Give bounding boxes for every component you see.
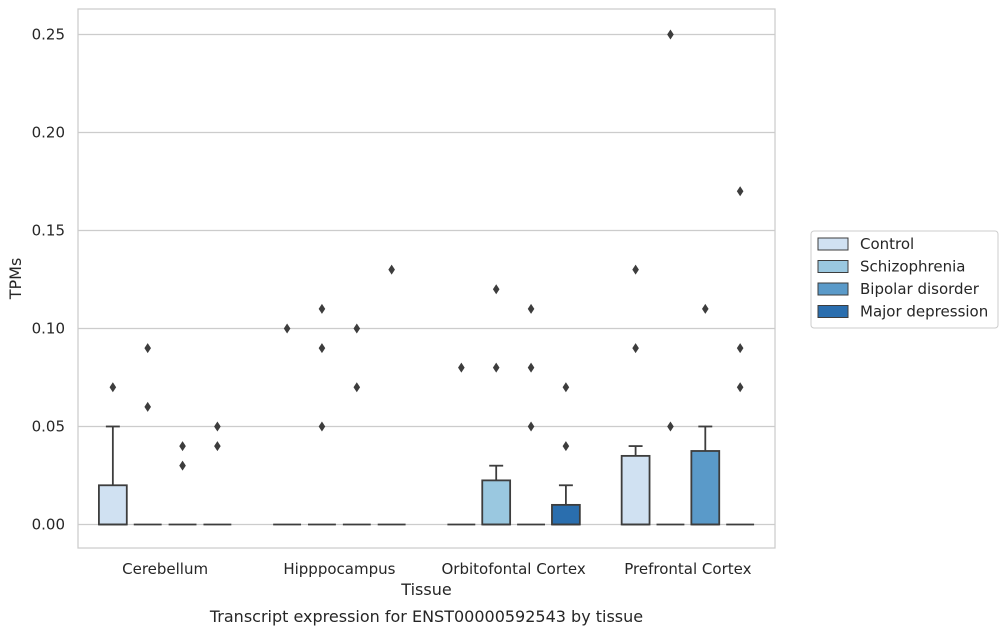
- outlier-point: [667, 421, 674, 432]
- x-tick-label: Orbitofontal Cortex: [442, 560, 586, 578]
- outlier-point: [527, 303, 535, 314]
- outlier-point: [109, 382, 117, 393]
- outlier-point: [632, 264, 639, 275]
- y-tick-label: 0.15: [32, 221, 65, 239]
- outlier-point: [736, 186, 744, 197]
- outlier-point: [388, 264, 395, 275]
- legend-label: Control: [860, 235, 914, 253]
- legend-swatch: [817, 237, 849, 251]
- box-body: [690, 450, 721, 526]
- x-tick-label: Hipppocampus: [283, 560, 395, 578]
- outlier-point: [144, 343, 151, 354]
- outlier-point: [736, 382, 744, 393]
- outlier-point: [318, 303, 326, 314]
- plot-area: [77, 8, 776, 549]
- outlier-point: [179, 460, 186, 471]
- outlier-point: [318, 421, 326, 432]
- box-body: [620, 454, 651, 526]
- box-major-depression: [726, 186, 755, 526]
- outlier-point: [179, 441, 186, 452]
- y-tick-label: 0.05: [32, 417, 65, 435]
- legend: Control Schizophrenia Bipolar disorder Majo…: [810, 230, 999, 329]
- box-control: [447, 362, 476, 526]
- outlier-point: [318, 343, 326, 354]
- outlier-point: [144, 401, 151, 412]
- outlier-point: [283, 323, 291, 334]
- outlier-point: [214, 441, 221, 452]
- outlier-point: [492, 362, 500, 373]
- chart-caption: Transcript expression for ENST0000059254…: [209, 607, 643, 626]
- box-bipolar-disorder: [168, 441, 197, 526]
- outlier-point: [353, 382, 361, 393]
- legend-item: Bipolar disorder: [817, 280, 980, 298]
- box-schizophrenia: [481, 284, 512, 526]
- y-tick-label: 0.25: [32, 25, 65, 43]
- legend-frame: [810, 230, 999, 329]
- x-axis-ticks: Cerebellum Hipppocampus Orbitofontal Corte…: [122, 560, 751, 578]
- y-axis-label: TPMs: [6, 258, 25, 301]
- box-control: [98, 382, 128, 526]
- outlier-point: [562, 441, 570, 452]
- outlier-point: [632, 343, 639, 354]
- legend-swatch: [817, 282, 849, 296]
- x-axis-label: Tissue: [400, 580, 451, 599]
- legend-label: Schizophrenia: [860, 258, 965, 276]
- outlier-point: [492, 284, 500, 295]
- box-body: [551, 503, 581, 526]
- legend-item: Major depression: [817, 303, 988, 321]
- box-schizophrenia: [308, 303, 336, 526]
- box-body: [98, 484, 128, 526]
- legend-swatch: [817, 260, 849, 273]
- outlier-point: [702, 303, 709, 314]
- box-schizophrenia: [656, 29, 685, 526]
- legend-label: Major depression: [860, 303, 988, 321]
- box-major-depression: [377, 264, 406, 526]
- box-control: [620, 264, 651, 526]
- legend-item: Control: [817, 235, 914, 253]
- y-tick-label: 0.20: [32, 123, 65, 141]
- box-major-depression: [551, 382, 581, 526]
- box-major-depression: [203, 421, 232, 526]
- x-tick-label: Cerebellum: [122, 560, 208, 578]
- outlier-point: [458, 362, 465, 373]
- outlier-point: [214, 421, 221, 432]
- outlier-point: [667, 29, 674, 40]
- y-tick-label: 0.10: [32, 319, 65, 337]
- box-bipolar-disorder: [342, 323, 371, 526]
- outlier-point: [527, 362, 535, 373]
- box-bipolar-disorder: [517, 303, 545, 526]
- x-tick-label: Prefrontal Cortex: [624, 560, 751, 578]
- outlier-point: [527, 421, 535, 432]
- outlier-point: [353, 323, 361, 334]
- box-control: [273, 323, 302, 526]
- box-bipolar-disorder: [690, 303, 721, 526]
- outlier-point: [562, 382, 570, 393]
- legend-swatch: [817, 305, 849, 318]
- box-schizophrenia: [133, 343, 162, 526]
- boxes: [98, 29, 755, 526]
- legend-item: Schizophrenia: [817, 258, 965, 276]
- box-body: [481, 479, 512, 526]
- outlier-point: [736, 343, 744, 354]
- y-tick-label: 0.00: [32, 515, 65, 533]
- y-axis-ticks: 0.00 0.05 0.10 0.15 0.20 0.25: [32, 25, 65, 533]
- legend-label: Bipolar disorder: [860, 280, 980, 298]
